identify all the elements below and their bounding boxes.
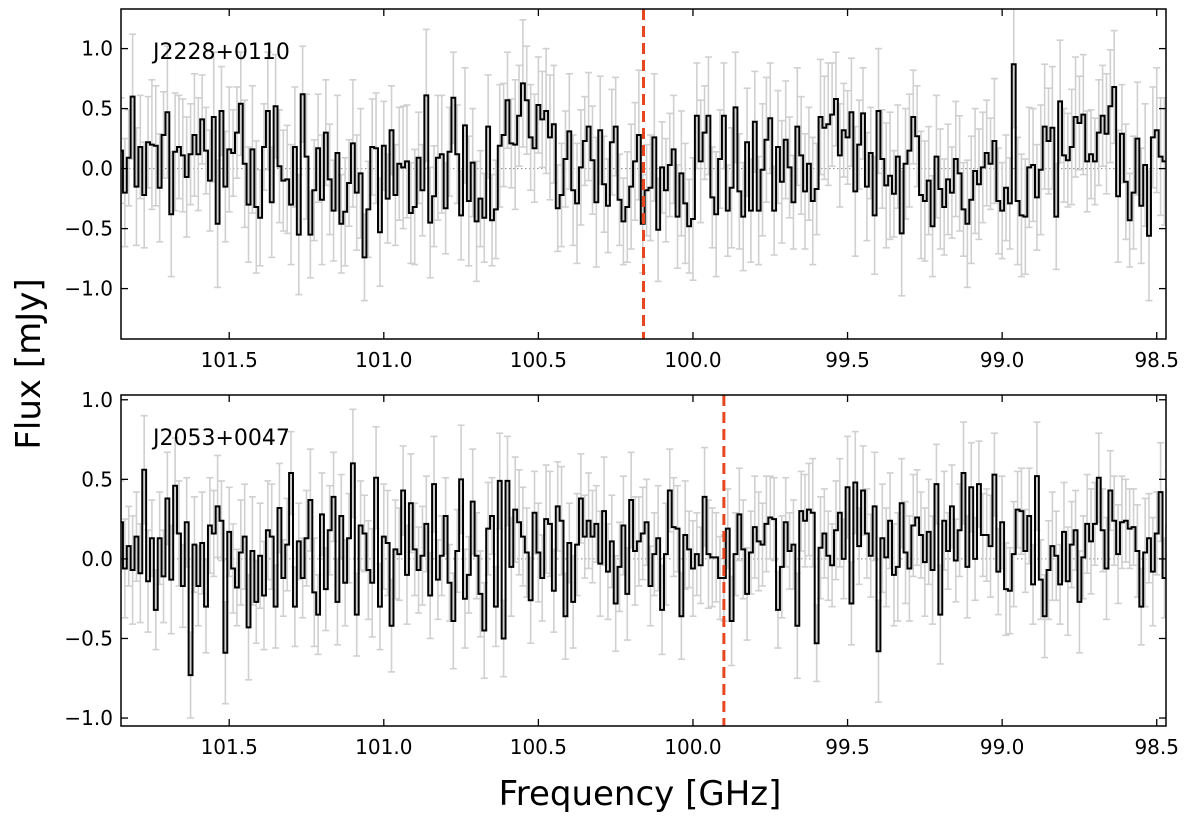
x-tick-label: 99.0 (980, 348, 1025, 372)
x-tick-label: 99.5 (825, 348, 870, 372)
plot-frame (120, 8, 1167, 340)
source-label: J2053+0047 (151, 426, 290, 451)
plot-area (121, 9, 1200, 339)
error-bar (1188, 562, 1195, 642)
x-tick-label: 98.5 (1134, 348, 1179, 372)
source-label: J2228+0110 (151, 40, 290, 65)
y-tick-label: 1.0 (81, 37, 113, 61)
error-bar (1184, 490, 1191, 566)
x-tick-label: 98.5 (1134, 735, 1179, 759)
error-bar (1169, 518, 1176, 607)
top-panel-J2228: 101.5 101.0 100.5 100.0 99.5 99.0 98.5 −1.0 −0.5… (64, 8, 1200, 372)
error-bar (1196, 133, 1200, 239)
error-bar (121, 97, 125, 205)
error-bar (1176, 136, 1183, 244)
x-tick-label: 101.5 (201, 735, 258, 759)
y-tick-label: 0.0 (81, 547, 113, 571)
error-bar (1169, 110, 1176, 240)
x-tick-label: 101.0 (355, 735, 412, 759)
error-bar (1180, 476, 1187, 578)
x-axis-title: Frequency [GHz] (499, 774, 782, 814)
error-bar (1173, 125, 1180, 231)
plot-area (121, 395, 1200, 726)
x-tick-label: 101.5 (201, 348, 258, 372)
y-tick-label: 0.5 (81, 97, 113, 121)
error-bar (1192, 479, 1199, 571)
error-bar (1180, 128, 1187, 224)
y-tick-label: 0.0 (81, 157, 113, 181)
spectrum-step-line (121, 462, 1166, 677)
y-tick-label: −1.0 (64, 706, 113, 730)
x-tick-label: 99.0 (980, 735, 1025, 759)
error-bar (1196, 479, 1200, 571)
y-tick-label: 1.0 (81, 388, 113, 412)
y-tick-label: −1.0 (64, 277, 113, 301)
plot-frame (120, 394, 1167, 727)
x-tick-label: 101.0 (355, 348, 412, 372)
y-tick-label: −0.5 (64, 626, 113, 650)
x-tick-label: 100.0 (664, 735, 721, 759)
x-tick-label: 100.0 (664, 348, 721, 372)
bottom-panel-J2053: 101.5 101.0 100.5 100.0 99.5 99.0 98.5 −1.0 −0.5… (64, 388, 1200, 759)
error-bar (1176, 553, 1183, 661)
error-bar (1188, 141, 1195, 259)
x-tick-label: 100.5 (510, 735, 567, 759)
y-tick-label: 0.5 (81, 467, 113, 491)
y-axis-title: Flux [mJy] (9, 278, 49, 449)
spectrum-step-line (121, 63, 1166, 259)
x-tick-label: 100.5 (510, 348, 567, 372)
y-tick-label: −0.5 (64, 217, 113, 241)
error-bar (1173, 498, 1180, 597)
error-bar (1184, 123, 1191, 248)
x-tick-label: 99.5 (825, 735, 870, 759)
error-bar (1192, 110, 1199, 213)
